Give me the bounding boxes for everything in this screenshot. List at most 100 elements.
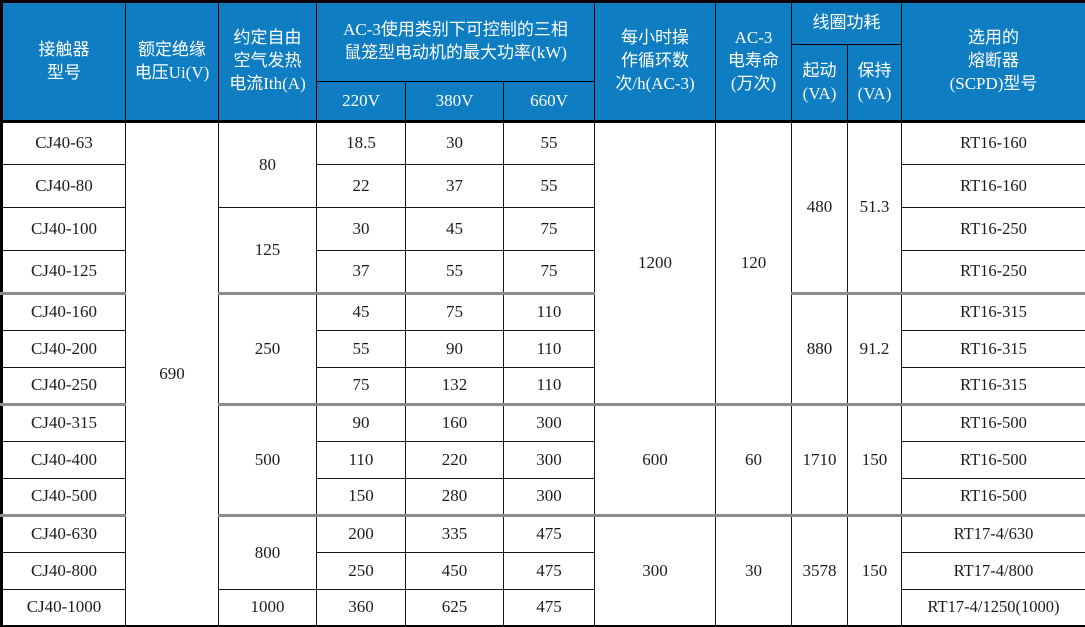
table-row: CJ40-160 250 45 75 110 880 91.2 RT16-315 xyxy=(1,292,1085,405)
cell-cycles: 600 xyxy=(594,403,717,516)
table-row: CJ40-63 690 80 18.5 30 55 1200 120 480 51.3 RT16-1… xyxy=(1,120,1085,627)
cell-fuse: RT16-315 xyxy=(901,330,1085,368)
cell-power-220v: 90 xyxy=(316,403,406,442)
table-row: CJ40-1000 1000 360 625 475 RT17-4/1250(1000) xyxy=(1,589,1085,627)
cell-coil-hold-va: 150 xyxy=(847,403,903,516)
cell-model: CJ40-63 xyxy=(1,120,126,165)
cell-power-220v: 110 xyxy=(316,441,406,479)
cell-power-220v: 18.5 xyxy=(316,120,406,165)
header-coil-hold-va: 保持 (VA) xyxy=(847,44,903,122)
header-contactor-model: 接触器 型号 xyxy=(1,1,126,122)
cell-coil-start-va: 880 xyxy=(791,292,849,405)
cell-power-220v: 200 xyxy=(316,514,406,553)
cell-electrical-life: 120 xyxy=(715,120,793,405)
header-voltage-220v: 220V xyxy=(316,81,406,122)
cell-power-660v: 55 xyxy=(502,164,596,208)
cell-power-220v: 360 xyxy=(316,589,406,627)
table-row: CJ40-100 125 30 45 75 RT16-250 xyxy=(1,207,1085,294)
cell-fuse: RT16-250 xyxy=(901,207,1085,251)
header-fuse-model: 选用的 熔断器 (SCPD)型号 xyxy=(901,1,1085,122)
header-row-3: 220V 380V 660V xyxy=(2,81,1085,122)
cell-coil-start-va: 480 xyxy=(791,120,849,294)
cell-coil-start-va: 3578 xyxy=(791,514,849,627)
cell-coil-hold-va: 150 xyxy=(847,514,903,627)
cell-model: CJ40-125 xyxy=(1,250,126,294)
cell-model: CJ40-100 xyxy=(1,207,126,251)
cell-model: CJ40-200 xyxy=(1,330,126,368)
cell-power-660v: 475 xyxy=(502,589,596,627)
cell-model: CJ40-315 xyxy=(1,403,126,442)
cell-ith: 1000 xyxy=(218,589,317,627)
cell-fuse: RT16-315 xyxy=(901,367,1085,405)
cell-fuse: RT17-4/1250(1000) xyxy=(901,589,1085,627)
cell-model: CJ40-630 xyxy=(1,514,126,553)
cell-model: CJ40-800 xyxy=(1,552,126,590)
cell-fuse: RT16-315 xyxy=(901,292,1085,331)
cell-power-380v: 37 xyxy=(405,164,504,208)
cell-ith: 800 xyxy=(218,514,317,590)
cell-fuse: RT17-4/800 xyxy=(901,552,1085,590)
table-row: CJ40-80 22 37 55 RT16-160 xyxy=(1,164,1085,208)
table-row: CJ40-630 800 200 335 475 300 30 3578 150 RT17-4/6… xyxy=(1,514,1085,627)
header-operating-cycles: 每小时操 作循环数 次/h(AC-3) xyxy=(594,1,717,122)
spec-table-body: CJ40-63 690 80 18.5 30 55 1200 120 480 51.3 RT16-1… xyxy=(1,120,1085,627)
cell-ith: 250 xyxy=(218,292,317,405)
cell-power-660v: 300 xyxy=(502,441,596,479)
cell-fuse: RT16-500 xyxy=(901,441,1085,479)
table-row: CJ40-800 250 450 475 RT17-4/800 xyxy=(1,552,1085,590)
table-row: CJ40-200 55 90 110 RT16-315 xyxy=(1,330,1085,368)
cell-electrical-life: 60 xyxy=(715,403,793,516)
cell-power-220v: 150 xyxy=(316,478,406,516)
cell-ith: 125 xyxy=(218,207,317,294)
cell-fuse: RT17-4/630 xyxy=(901,514,1085,553)
header-row-1: 接触器 型号 额定绝缘 电压Ui(V) 约定自由 空气发热 电流Ith(A) A… xyxy=(1,1,1085,122)
header-coil-start-va: 起动 (VA) xyxy=(791,44,849,122)
cell-power-380v: 90 xyxy=(405,330,504,368)
cell-power-660v: 300 xyxy=(502,478,596,516)
cell-power-660v: 475 xyxy=(502,552,596,590)
cell-power-380v: 45 xyxy=(405,207,504,251)
header-insulation-voltage: 额定绝缘 电压Ui(V) xyxy=(125,1,219,122)
cell-model: CJ40-500 xyxy=(1,478,126,516)
cell-ith: 500 xyxy=(218,403,317,516)
cell-power-660v: 300 xyxy=(502,403,596,442)
cell-model: CJ40-1000 xyxy=(1,589,126,627)
cell-fuse: RT16-500 xyxy=(901,403,1085,442)
cell-power-380v: 335 xyxy=(405,514,504,553)
spec-table-header: 接触器 型号 额定绝缘 电压Ui(V) 约定自由 空气发热 电流Ith(A) A… xyxy=(1,1,1085,122)
header-voltage-660v: 660V xyxy=(502,81,596,122)
cell-power-660v: 75 xyxy=(502,207,596,251)
header-row-2: 起动 (VA) 保持 (VA) xyxy=(2,44,1085,122)
cell-insulation-voltage: 690 xyxy=(125,120,219,627)
cell-coil-start-va: 1710 xyxy=(791,403,849,516)
header-electrical-life: AC-3 电寿命 (万次) xyxy=(715,1,793,122)
cell-power-220v: 55 xyxy=(316,330,406,368)
cell-power-660v: 110 xyxy=(502,367,596,405)
cell-power-220v: 37 xyxy=(316,250,406,294)
cell-power-380v: 220 xyxy=(405,441,504,479)
cell-power-220v: 75 xyxy=(316,367,406,405)
cell-power-380v: 625 xyxy=(405,589,504,627)
cell-power-220v: 250 xyxy=(316,552,406,590)
header-thermal-current: 约定自由 空气发热 电流Ith(A) xyxy=(218,1,317,122)
cell-coil-hold-va: 51.3 xyxy=(847,120,903,294)
cell-power-660v: 110 xyxy=(502,330,596,368)
cell-cycles: 300 xyxy=(594,514,717,627)
cell-fuse: RT16-160 xyxy=(901,120,1085,165)
header-ac3-max-power: AC-3使用类别下可控制的三相 鼠笼型电动机的最大功率(kW) xyxy=(315,1,596,82)
cell-fuse: RT16-250 xyxy=(901,250,1085,294)
cell-model: CJ40-250 xyxy=(1,367,126,405)
cell-fuse: RT16-160 xyxy=(901,164,1085,208)
cell-power-220v: 30 xyxy=(316,207,406,251)
cell-power-380v: 160 xyxy=(405,403,504,442)
cell-power-660v: 110 xyxy=(502,292,596,331)
cell-electrical-life: 30 xyxy=(715,514,793,627)
cell-cycles: 1200 xyxy=(594,120,717,405)
table-row: CJ40-125 37 55 75 RT16-250 xyxy=(1,250,1085,294)
cell-power-380v: 55 xyxy=(405,250,504,294)
cell-power-380v: 132 xyxy=(405,367,504,405)
cell-power-380v: 75 xyxy=(405,292,504,331)
cell-power-660v: 55 xyxy=(502,120,596,165)
